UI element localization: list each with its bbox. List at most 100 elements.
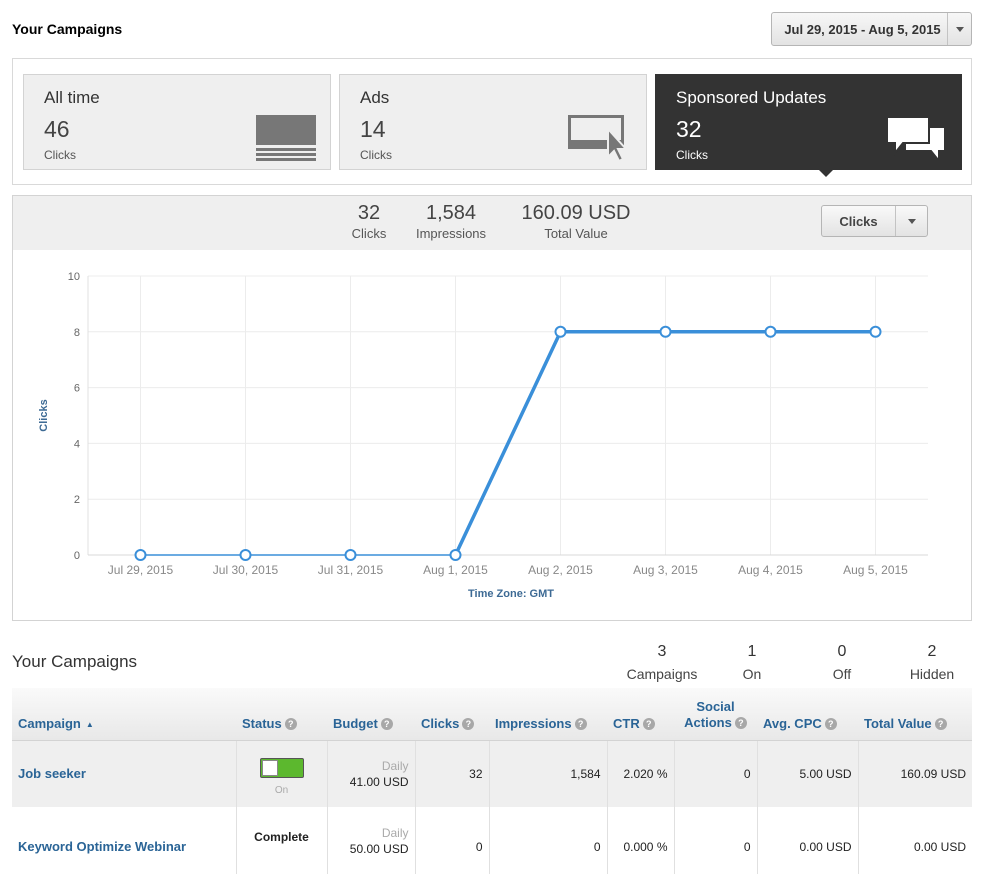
help-icon[interactable]: ? [284, 718, 297, 731]
col-header-total-value[interactable]: Total Value? [858, 688, 972, 741]
cell-total-value: 160.09 USD [858, 740, 972, 807]
help-icon[interactable]: ? [642, 718, 655, 731]
stat-label: Total Value [544, 226, 608, 241]
col-header-ctr[interactable]: CTR? [607, 688, 674, 741]
line-chart: 0 2 4 6 8 10 Jul 29, 2015 Jul 30, 2015 Jul 31, 2… [38, 271, 928, 600]
cell-ctr: 2.020 % [607, 740, 675, 807]
stat-label: Impressions [415, 226, 487, 241]
tile-value: 32 [676, 116, 702, 142]
col-header-campaign[interactable]: Campaign ▲ [12, 688, 236, 741]
cell-total-value: 0.00 USD [858, 807, 972, 874]
help-icon[interactable]: ? [934, 718, 947, 731]
col-header-impressions[interactable]: Impressions? [489, 688, 607, 741]
x-tick-label: Jul 30, 2015 [213, 563, 279, 577]
x-tick-label: Aug 3, 2015 [633, 563, 698, 577]
stat-clicks: 32 Clicks [339, 202, 399, 241]
metric-select-label: Clicks [839, 213, 878, 229]
status-label: On [274, 784, 289, 796]
col-header-label: CTR [613, 715, 640, 731]
chevron-down-icon [907, 218, 916, 224]
cell-impressions: 1,584 [489, 740, 608, 807]
campaign-name-link[interactable]: Job seeker [18, 766, 86, 782]
y-tick-label: 10 [68, 271, 80, 283]
col-header-label: Social [696, 698, 735, 714]
data-point [344, 549, 357, 561]
clicks-chart: 0 2 4 6 8 10 Jul 29, 2015 Jul 30, 2015 Jul 31, 2… [12, 250, 972, 621]
campaigns-section-title: Your Campaigns [12, 652, 138, 671]
help-icon[interactable]: ? [380, 718, 393, 731]
date-range-label: Jul 29, 2015 - Aug 5, 2015 [784, 21, 941, 37]
date-range-picker[interactable]: Jul 29, 2015 - Aug 5, 2015 [771, 12, 972, 46]
help-icon[interactable]: ? [574, 718, 587, 731]
tile-sponsored-updates[interactable]: Sponsored Updates 32 Clicks [655, 74, 962, 170]
data-point [869, 325, 882, 338]
col-header-clicks[interactable]: Clicks? [415, 688, 489, 741]
summary-bar: 32 Clicks 1,584 Impressions 160.09 USD T… [12, 195, 972, 251]
metric-select[interactable]: Clicks [821, 205, 928, 237]
chat-bubbles-icon [885, 115, 947, 168]
date-range-dropdown-button[interactable] [947, 13, 971, 45]
toggle-knob [261, 759, 278, 776]
x-tick-label: Aug 4, 2015 [738, 563, 803, 577]
active-tile-pointer [818, 169, 834, 177]
list-icon [256, 115, 316, 166]
cell-ctr: 0.000 % [607, 807, 675, 874]
campaign-name-link[interactable]: Keyword Optimize Webinar [18, 839, 187, 854]
col-header-label: Status [242, 715, 282, 731]
page-title: Your Campaigns [12, 21, 123, 37]
series-line-segment [453, 330, 563, 557]
x-tick-label: Aug 5, 2015 [843, 563, 908, 577]
data-point [134, 549, 147, 561]
data-point [239, 549, 252, 561]
x-axis-title: Time Zone: GMT [468, 588, 554, 600]
y-tick-label: 6 [74, 383, 80, 395]
y-axis-title: Clicks [38, 399, 50, 431]
y-tick-label: 0 [74, 550, 80, 562]
ad-cursor-icon [568, 111, 632, 168]
budget-type: Daily [381, 758, 409, 773]
metric-dropdown-button[interactable] [895, 206, 927, 236]
count-label: On [742, 666, 762, 682]
count-value: 0 [837, 643, 847, 660]
campaigns-table: Campaign ▲ Status? Budget? Clicks? Impres… [12, 688, 972, 874]
col-header-status[interactable]: Status? [236, 688, 327, 741]
x-tick-label: Jul 29, 2015 [108, 563, 174, 577]
col-header-label: Campaign [18, 715, 81, 731]
col-header-budget[interactable]: Budget? [327, 688, 415, 741]
budget-type: Daily [381, 825, 409, 840]
cell-clicks: 0 [415, 807, 490, 874]
budget-amount: 41.00 USD [349, 774, 409, 789]
tile-all-time[interactable]: All time 46 Clicks [23, 74, 331, 170]
y-tick-label: 2 [74, 494, 80, 506]
cell-social-actions: 0 [674, 807, 758, 874]
data-point [449, 549, 462, 561]
stat-value: 160.09 USD [521, 202, 631, 224]
col-header-social-actions[interactable]: Social Actions? [674, 688, 757, 741]
x-tick-label: Jul 31, 2015 [318, 563, 384, 577]
table-header-row: Campaign ▲ Status? Budget? Clicks? Impres… [12, 688, 972, 741]
stat-label: Clicks [351, 226, 387, 241]
data-point [659, 325, 672, 338]
data-point [764, 325, 777, 338]
sort-ascending-icon: ▲ [85, 719, 94, 729]
table-row: Job seeker On Daily 41.00 USD 32 1,584 2.… [12, 740, 972, 807]
stat-total-value: 160.09 USD Total Value [509, 202, 643, 241]
status-complete: Complete [236, 807, 328, 874]
col-header-avg-cpc[interactable]: Avg. CPC? [757, 688, 858, 741]
col-header-label: Budget [333, 715, 378, 731]
cell-avg-cpc: 0.00 USD [757, 807, 859, 874]
help-icon[interactable]: ? [824, 718, 837, 731]
stat-value: 1,584 [425, 202, 477, 224]
col-header-label: Clicks [421, 715, 460, 731]
status-toggle[interactable] [259, 757, 304, 778]
count-label: Campaigns [626, 666, 698, 682]
tile-unit: Clicks [676, 148, 708, 162]
tile-value: 46 [44, 116, 70, 142]
cell-impressions: 0 [489, 807, 608, 874]
help-icon[interactable]: ? [734, 717, 747, 730]
tile-ads[interactable]: Ads 14 Clicks [339, 74, 647, 170]
chevron-down-icon [955, 26, 964, 32]
help-icon[interactable]: ? [462, 718, 475, 731]
col-header-label: Actions [684, 714, 732, 730]
count-value: 1 [747, 643, 757, 660]
